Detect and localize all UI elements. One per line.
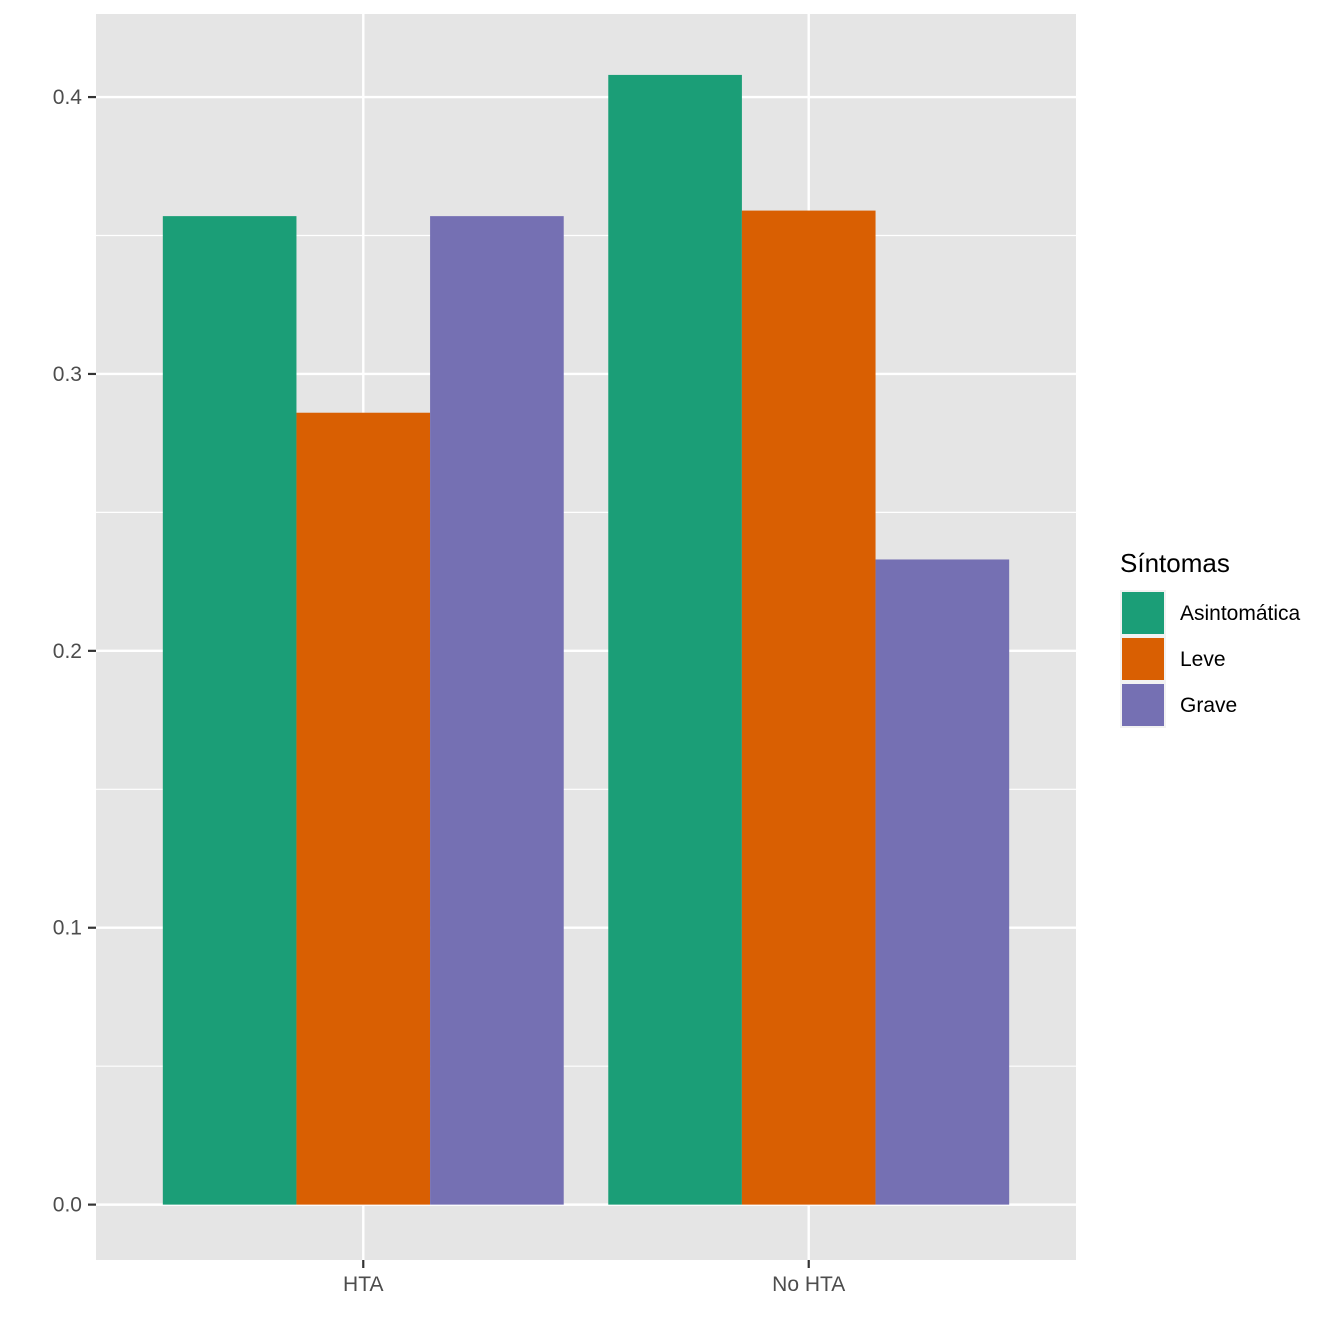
y-tick-label: 0.1: [53, 917, 82, 940]
legend-key: [1122, 684, 1164, 726]
legend-items: Asintomática Leve Grave: [1120, 590, 1301, 728]
x-axis: HTA No HTA: [343, 1260, 845, 1296]
y-tick-label: 0.4: [53, 86, 83, 109]
y-tick-label: 0.2: [53, 640, 82, 663]
bars: [162, 74, 1010, 1205]
y-tick-label: 0.3: [53, 363, 82, 386]
bar: [296, 412, 431, 1205]
y-axis: 0.0 0.1 0.2 0.3 0.4: [53, 86, 96, 1217]
legend-label: Leve: [1180, 648, 1226, 671]
y-tick-label: 0.0: [53, 1194, 82, 1217]
legend: Síntomas Asintomática Leve Grave: [1120, 548, 1301, 728]
bar: [608, 74, 742, 1205]
bar: [162, 216, 297, 1205]
legend-key: [1122, 638, 1164, 680]
bar: [875, 559, 1010, 1205]
x-tick-label: HTA: [343, 1273, 383, 1296]
legend-key: [1122, 592, 1164, 634]
legend-label: Grave: [1180, 694, 1237, 717]
legend-title: Síntomas: [1120, 548, 1230, 578]
x-tick-label: No HTA: [772, 1273, 845, 1296]
legend-label: Asintomática: [1180, 602, 1301, 625]
bar: [430, 216, 564, 1205]
bar: [741, 210, 876, 1205]
